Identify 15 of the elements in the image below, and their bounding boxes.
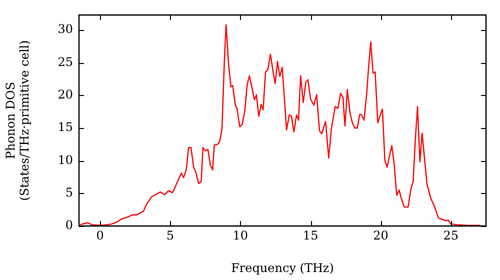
- x-tick-label: 5: [166, 228, 174, 242]
- y-tick-label: 15: [58, 120, 73, 134]
- x-tick-label: 15: [302, 228, 318, 242]
- y-axis-title: Phonon DOS (States/THz·primitive cell): [3, 40, 32, 201]
- y-tick-label: 30: [58, 22, 73, 36]
- y-tick-label: 10: [58, 152, 73, 167]
- x-tick-label: 0: [96, 228, 104, 242]
- y-tick-label: 0: [65, 218, 73, 232]
- x-tick-label: 25: [443, 228, 459, 242]
- x-tick-label: 10: [232, 228, 248, 242]
- y-tick-label: 20: [58, 87, 73, 102]
- x-tick-label: 20: [373, 228, 388, 242]
- y-tick-label: 5: [65, 185, 73, 200]
- x-axis-title: Frequency (THz): [231, 260, 334, 275]
- y-tick-label: 25: [58, 54, 73, 69]
